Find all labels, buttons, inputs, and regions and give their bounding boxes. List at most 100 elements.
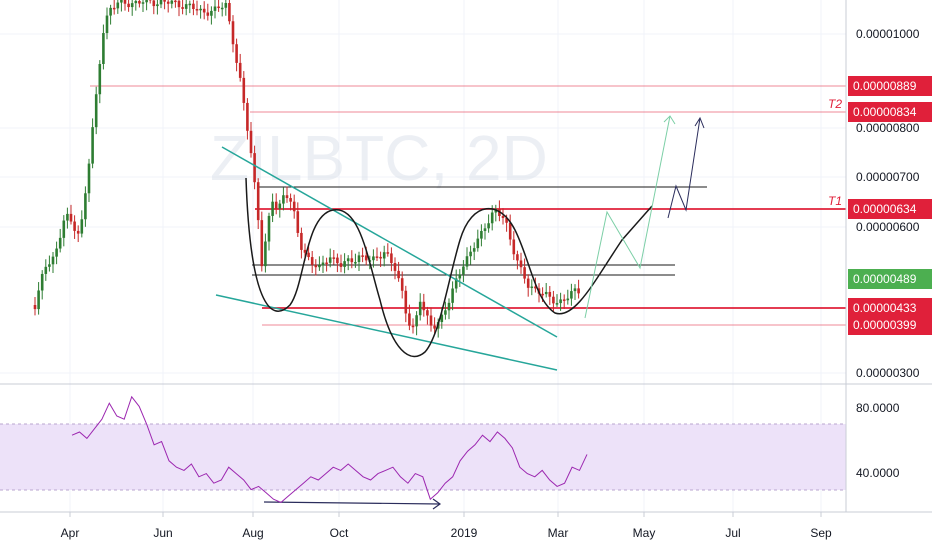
candle-body xyxy=(318,265,321,268)
candle-body xyxy=(220,7,224,10)
candle-body xyxy=(292,201,296,212)
rsi-divergence-arrowhead xyxy=(432,498,442,510)
candle-body xyxy=(444,310,447,315)
candle-body xyxy=(246,102,249,131)
time-axis-label: Oct xyxy=(330,526,349,540)
candle-body xyxy=(130,3,134,8)
candle-body xyxy=(264,241,267,267)
candle-body xyxy=(422,301,426,311)
candle-body xyxy=(253,153,256,183)
candle-body xyxy=(357,255,361,263)
axes xyxy=(0,0,932,513)
candle-body xyxy=(570,291,573,299)
candle-body xyxy=(339,263,343,267)
candle-body xyxy=(508,222,512,240)
candle-body xyxy=(112,7,116,10)
candle-body xyxy=(397,270,400,279)
candle-body xyxy=(393,263,397,271)
candle-body xyxy=(202,8,206,13)
price-tag-value: 0.00000399 xyxy=(853,318,917,332)
candle-body xyxy=(163,0,166,2)
analysis-drawings xyxy=(215,115,705,510)
candle-body xyxy=(433,325,436,329)
candle-body xyxy=(206,12,210,16)
candle-body xyxy=(159,0,163,5)
price-tag-box xyxy=(848,76,932,96)
candle-body xyxy=(483,228,487,231)
candle-body xyxy=(472,248,476,252)
candle-body xyxy=(325,262,328,265)
time-axis-label: Jun xyxy=(153,526,172,540)
candle-body xyxy=(80,219,84,234)
candle-body xyxy=(84,193,87,220)
candle-body xyxy=(332,257,336,259)
rsi-band-fill xyxy=(0,424,846,490)
target-label: T1 xyxy=(828,194,842,208)
rsi-axis-label: 80.0000 xyxy=(856,401,900,415)
price-tag-box xyxy=(848,102,932,122)
price-axis-label: 0.00000800 xyxy=(856,121,920,135)
navy-arrow-head xyxy=(694,116,705,129)
candle-body xyxy=(91,127,94,164)
candle-body xyxy=(328,257,332,263)
candle-body xyxy=(102,33,105,64)
candle-body xyxy=(51,256,55,265)
candle-body xyxy=(174,0,177,3)
candle-body xyxy=(260,220,264,267)
candle-body xyxy=(310,257,314,265)
candle-body xyxy=(480,230,483,239)
candle-body xyxy=(58,237,62,249)
candle-body xyxy=(166,1,170,4)
candle-body xyxy=(512,239,516,255)
candle-body xyxy=(415,315,418,327)
candle-body xyxy=(559,299,562,304)
candle-body xyxy=(336,257,339,264)
candle-body xyxy=(361,255,364,257)
candle-body xyxy=(476,238,480,249)
candle-body xyxy=(541,293,544,296)
candle-body xyxy=(552,296,555,304)
candle-body xyxy=(235,44,238,63)
candle-body xyxy=(195,9,199,11)
descending-trendline-lower xyxy=(215,294,558,371)
candle-body xyxy=(577,288,580,294)
candle-body xyxy=(411,325,415,328)
time-axis-label: Mar xyxy=(548,526,569,540)
candle-body xyxy=(400,278,404,291)
candle-body xyxy=(418,301,422,316)
time-axis-label: Apr xyxy=(61,526,80,540)
candle-body xyxy=(177,0,181,8)
candle-body xyxy=(98,63,102,95)
candle-body xyxy=(199,8,202,11)
candle-body xyxy=(33,305,37,310)
price-tag-box xyxy=(848,199,932,219)
descending-trendline-upper xyxy=(221,146,558,338)
candle-body xyxy=(278,203,282,209)
candle-body xyxy=(228,3,231,22)
candle-body xyxy=(94,94,98,128)
time-axis-label: Sep xyxy=(810,526,832,540)
candle-body xyxy=(274,201,278,209)
candle-body xyxy=(238,62,242,78)
candle-body xyxy=(375,256,379,258)
candle-body xyxy=(505,217,508,223)
candle-body xyxy=(548,291,552,297)
time-axis-label: 2019 xyxy=(451,526,478,540)
candle-body xyxy=(87,163,91,194)
candle-body xyxy=(127,3,130,8)
candle-body xyxy=(249,130,253,154)
candle-body xyxy=(105,15,109,34)
candle-body xyxy=(573,288,577,292)
candle-body xyxy=(170,0,174,4)
candle-body xyxy=(213,6,217,11)
candle-body xyxy=(285,195,289,199)
candle-body xyxy=(242,77,246,103)
candle-body xyxy=(145,0,148,3)
candle-body xyxy=(134,0,138,4)
candle-body xyxy=(566,298,570,301)
candle-body xyxy=(44,266,48,274)
price-levels xyxy=(90,85,846,326)
candle-body xyxy=(303,249,307,253)
candle-body xyxy=(343,261,346,267)
